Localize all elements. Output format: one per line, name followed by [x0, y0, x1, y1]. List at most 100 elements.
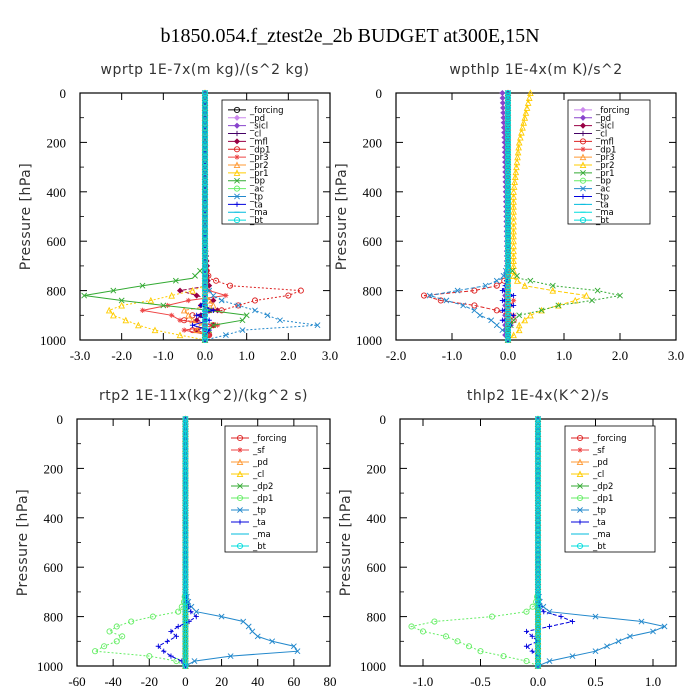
legend-marker: [234, 130, 240, 137]
data-point: [419, 628, 427, 635]
legend-marker: [576, 434, 584, 442]
legend-marker: [233, 161, 241, 169]
legend-marker: [580, 185, 586, 192]
y-tick-label: 1000: [356, 333, 382, 348]
data-point: [168, 291, 175, 299]
legend-entry: _bt: [595, 216, 610, 226]
data-point: [177, 317, 183, 323]
data-point: [546, 658, 553, 664]
data-point: [101, 643, 108, 650]
legend-marker: [233, 114, 241, 121]
data-point: [510, 317, 517, 324]
data-point: [529, 633, 535, 639]
legend-entry: _tp: [252, 506, 266, 516]
data-point: [471, 302, 478, 309]
legend-entry: _bp: [595, 177, 611, 187]
legend-entry: _ma: [249, 208, 268, 218]
y-tick-label: 1000: [360, 659, 386, 674]
series-ta: [155, 416, 199, 669]
data-point: [604, 643, 610, 650]
legend-marker: [234, 154, 240, 160]
legend-marker: [233, 122, 241, 129]
data-point: [222, 332, 229, 338]
data-point: [226, 282, 234, 289]
data-point: [516, 312, 523, 319]
x-tick-label: -0.5: [470, 674, 491, 689]
legend-entry: _cl: [252, 470, 264, 480]
data-point: [638, 618, 645, 625]
y-tick-label: 600: [44, 560, 64, 575]
data-point: [499, 99, 506, 106]
x-tick-label: 60: [287, 674, 300, 689]
data-point: [499, 297, 505, 304]
x-tick-label: -1.0: [442, 348, 463, 363]
panel-3: rtp2 1E-11x(kg^2)/(kg^2 s) Pressure [hPa]…: [15, 388, 337, 689]
legend-marker: [236, 494, 244, 502]
data-point: [218, 307, 225, 314]
legend-entry: _mfl: [249, 137, 268, 147]
data-point: [493, 307, 500, 314]
x-tick-label: -1.0: [153, 348, 174, 363]
data-point: [264, 312, 271, 319]
data-point: [500, 104, 507, 111]
data-point: [173, 658, 180, 665]
data-point: [218, 613, 225, 620]
data-point: [185, 297, 191, 304]
data-point: [139, 307, 146, 313]
legend-entry: _pr2: [595, 161, 615, 171]
x-tick-label: 1.0: [556, 348, 572, 363]
series-bt: [504, 89, 512, 344]
data-point: [431, 618, 438, 625]
data-point: [437, 297, 444, 304]
data-point: [510, 331, 517, 339]
legend-marker: [579, 114, 587, 121]
legend-entry: _pr2: [249, 161, 269, 171]
data-point: [488, 317, 495, 324]
data-point: [420, 292, 428, 299]
panel-title: thlp2 1E-4x(K^2)/s: [467, 388, 609, 404]
data-point: [465, 643, 473, 650]
series-line: [507, 93, 621, 340]
data-point: [254, 633, 261, 640]
data-point: [527, 277, 534, 284]
data-point: [175, 623, 181, 630]
legend-marker: [233, 146, 241, 153]
legend-marker: [236, 434, 244, 442]
x-tick-label: 2.0: [280, 348, 296, 363]
x-tick-label: -3.0: [70, 348, 91, 363]
data-point: [277, 317, 283, 324]
y-tick-label: 400: [44, 511, 64, 526]
figure-title: b1850.054.f_ztest2e_2b BUDGET at300E,15N: [160, 25, 539, 47]
panel-title: wprtp 1E-7x(m kg)/(s^2 kg): [101, 62, 310, 78]
x-tick-label: 20: [215, 674, 228, 689]
legend-entry: _sf: [252, 446, 266, 456]
data-point: [541, 609, 547, 615]
data-point: [460, 302, 467, 309]
legend-marker: [580, 169, 586, 176]
data-point: [493, 282, 500, 289]
legend-marker: [577, 519, 583, 525]
data-point: [175, 608, 182, 615]
x-tick-label: 0.0: [197, 348, 213, 363]
data-point: [443, 297, 450, 304]
data-point: [122, 316, 130, 324]
x-tick-label: 0.0: [500, 348, 516, 363]
legend-entry: _tp: [249, 192, 263, 202]
y-tick-label: 200: [363, 135, 383, 150]
y-axis-label: Pressure [hPa]: [15, 489, 31, 596]
legend-box: [221, 99, 319, 225]
x-tick-label: -1.0: [413, 674, 434, 689]
legend-marker: [580, 146, 586, 152]
data-point: [189, 286, 196, 294]
data-point: [523, 658, 530, 665]
legend-marker: [237, 519, 243, 525]
y-tick-label: 1000: [40, 333, 66, 348]
data-point: [514, 272, 520, 279]
legend-entry: _bt: [249, 216, 264, 226]
data-point: [239, 327, 246, 334]
legend-entry: _cl: [595, 130, 607, 140]
legend-entry: _pd: [249, 114, 265, 124]
data-point: [534, 662, 542, 670]
y-tick-label: 600: [47, 234, 67, 249]
data-point: [243, 312, 250, 319]
